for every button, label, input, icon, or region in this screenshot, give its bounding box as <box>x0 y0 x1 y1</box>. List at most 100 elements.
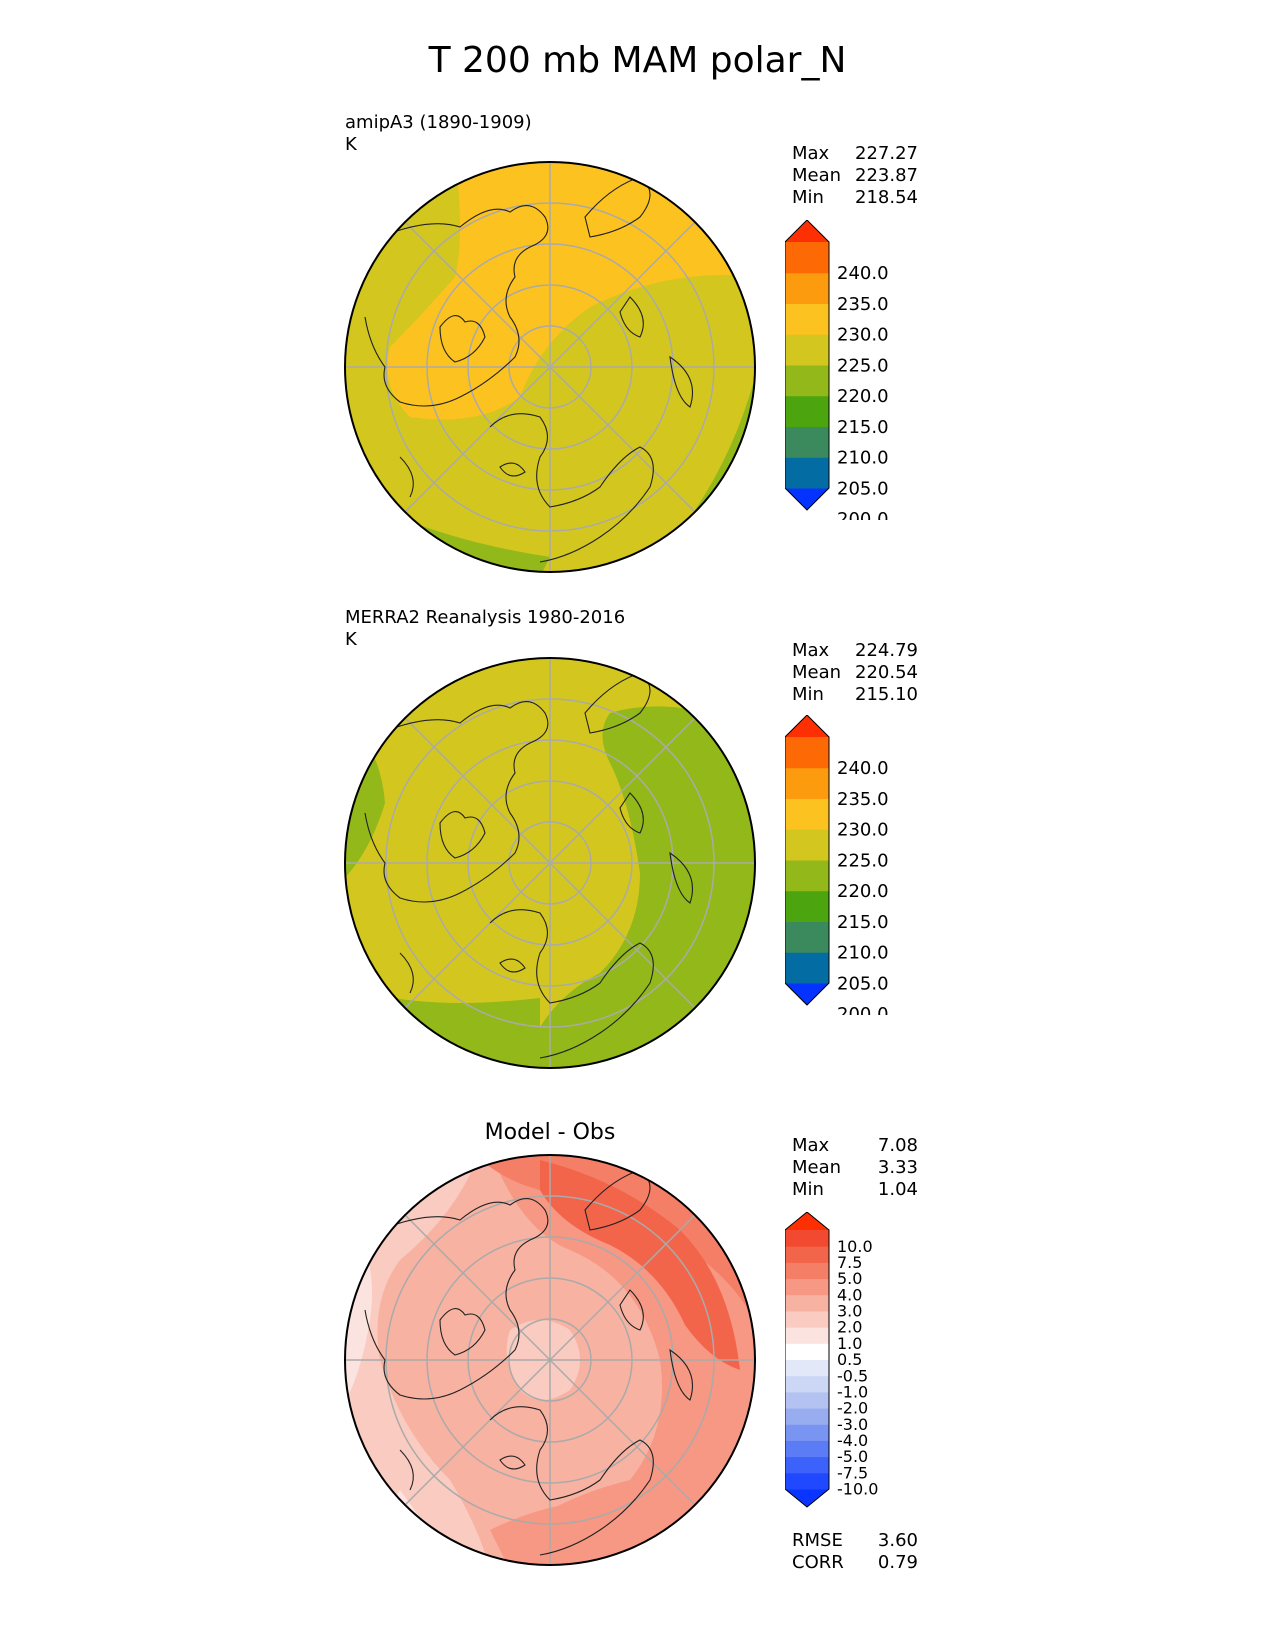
stat-label: Mean <box>792 165 842 186</box>
colorbar-outline <box>785 220 830 511</box>
stat-value: 1.04 <box>877 1179 918 1200</box>
stat-label: Mean <box>792 1157 842 1178</box>
graticule <box>345 658 755 1068</box>
colorbar-swatch <box>785 1294 829 1312</box>
colorbar-swatch <box>785 921 829 953</box>
panel3-metrics: RMSE 3.60 CORR 0.79 <box>792 1530 918 1574</box>
stat-value: 7.08 <box>877 1135 918 1156</box>
colorbar-swatch <box>785 1440 829 1458</box>
colorbar-tick-label: 3.0 <box>837 1302 862 1321</box>
colorbar-swatch <box>785 1359 829 1377</box>
colorbar-swatch <box>785 1424 829 1441</box>
colorbar-swatch <box>785 1391 829 1409</box>
stat-label: Min <box>792 1179 824 1200</box>
panel2-stats: Max 224.79 Mean 220.54 Min 215.10 <box>792 640 918 706</box>
panel3-title: Model - Obs <box>484 1120 616 1145</box>
colorbar-tick-label: 215.0 <box>837 912 889 933</box>
metric-label: RMSE <box>792 1530 843 1551</box>
colorbar-swatch <box>785 767 829 799</box>
colorbar-swatch <box>785 798 829 830</box>
colorbar-tick-label: 200.0 <box>837 1004 889 1015</box>
colorbar-tick-label: 220.0 <box>837 386 889 407</box>
panel1-colorbar: 240.0 235.0 230.0 225.0 220.0 215.0 210.0 205.0… <box>785 220 889 520</box>
colorbar-extend-min <box>785 488 829 510</box>
colorbar-tick-label: -2.0 <box>837 1399 868 1418</box>
panel3-stats: Max 7.08 Mean 3.33 Min 1.04 <box>792 1135 918 1201</box>
panel1-polar-map <box>344 161 756 573</box>
colorbar-tick-label: 215.0 <box>837 417 889 438</box>
colorbar-tick-label: -3.0 <box>837 1415 868 1434</box>
colorbar-swatch <box>785 1343 829 1360</box>
colorbar-swatch <box>785 1408 829 1425</box>
colorbar-tick-label: 230.0 <box>837 325 889 346</box>
field-region <box>345 1155 490 1565</box>
map-boundary <box>344 657 756 1069</box>
colorbar-tick-label: 205.0 <box>837 973 889 994</box>
stat-value: 220.54 <box>855 662 918 683</box>
colorbar-extend-max <box>785 220 829 242</box>
colorbar-tick-label: -10.0 <box>837 1480 878 1499</box>
coastlines <box>364 1169 694 1556</box>
colorbar-extend-min <box>785 1489 829 1507</box>
colorbar-swatch <box>785 1472 829 1490</box>
metric-value: 3.60 <box>877 1530 918 1551</box>
panel3-polar-map <box>344 1154 756 1566</box>
panel2-colorbar: 240.0 235.0 230.0 225.0 220.0 215.0 210.0 205.0… <box>785 715 889 1015</box>
colorbar-tick-label: -5.0 <box>837 1447 868 1466</box>
colorbar-tick-label: 7.5 <box>837 1253 862 1272</box>
colorbar-tick-label: 210.0 <box>837 943 889 964</box>
colorbar-swatch <box>785 365 829 397</box>
map-boundary <box>344 161 756 573</box>
stat-value: 215.10 <box>855 684 918 705</box>
colorbar-swatch <box>785 860 829 892</box>
stat-label: Max <box>792 143 830 164</box>
colorbar-tick-label: -4.0 <box>837 1431 868 1450</box>
colorbar-tick-label: -7.5 <box>837 1463 868 1482</box>
map-boundary <box>344 1154 756 1566</box>
colorbar-swatch <box>785 242 829 274</box>
colorbar-swatch <box>785 829 829 861</box>
colorbar-tick-label: -1.0 <box>837 1382 868 1401</box>
coastlines <box>364 176 694 563</box>
stat-label: Mean <box>792 662 842 683</box>
stat-value: 224.79 <box>855 640 918 661</box>
colorbar-swatch <box>785 1230 829 1247</box>
colorbar-tick-label: 225.0 <box>837 355 889 376</box>
colorbar-tick-label: 5.0 <box>837 1269 862 1288</box>
colorbar-tick-label: 0.5 <box>837 1350 862 1369</box>
colorbar-tick-label: 205.0 <box>837 478 889 499</box>
panel1-stats: Max 227.27 Mean 223.87 Min 218.54 <box>792 143 918 209</box>
colorbar-outline <box>785 1212 830 1508</box>
colorbar-tick-label: 2.0 <box>837 1318 862 1337</box>
stat-value: 3.33 <box>877 1157 918 1178</box>
colorbar-swatch <box>785 1375 829 1393</box>
panel2-name: MERRA2 Reanalysis 1980-2016 <box>345 607 626 628</box>
colorbar-swatch <box>785 272 829 304</box>
stat-label: Min <box>792 684 824 705</box>
colorbar-extend-min <box>785 983 829 1005</box>
panel2-label: MERRA2 Reanalysis 1980-2016 K <box>345 607 625 651</box>
field-region <box>540 1160 740 1370</box>
colorbar-swatch <box>785 457 829 489</box>
metric-value: 0.79 <box>877 1552 918 1573</box>
graticule <box>345 1155 755 1565</box>
stat-value: 218.54 <box>855 187 918 208</box>
colorbar-tick-label: 235.0 <box>837 789 889 810</box>
panel1-name: amipA3 (1890-1909) <box>345 112 532 133</box>
colorbar-swatch <box>785 1262 829 1280</box>
colorbar-tick-label: 10.0 <box>837 1237 873 1256</box>
colorbar-swatch <box>785 303 829 335</box>
colorbar-tick-label: 230.0 <box>837 820 889 841</box>
colorbar-swatch <box>785 1278 829 1296</box>
colorbar-swatch <box>785 890 829 922</box>
panel3-colorbar: 10.07.55.04.03.02.01.00.5-0.5-1.0-2.0-3.… <box>785 1212 878 1508</box>
colorbar-tick-label: 235.0 <box>837 294 889 315</box>
panel1-label: amipA3 (1890-1909) K <box>345 112 532 156</box>
panel2-unit: K <box>345 629 357 650</box>
colorbar-swatch <box>785 1310 829 1328</box>
colorbar-swatch <box>785 1456 829 1474</box>
colorbar-tick-label: 225.0 <box>837 850 889 871</box>
colorbar-extend-max <box>785 715 829 737</box>
stat-label: Max <box>792 1135 830 1156</box>
colorbar-tick-label: 220.0 <box>837 881 889 902</box>
